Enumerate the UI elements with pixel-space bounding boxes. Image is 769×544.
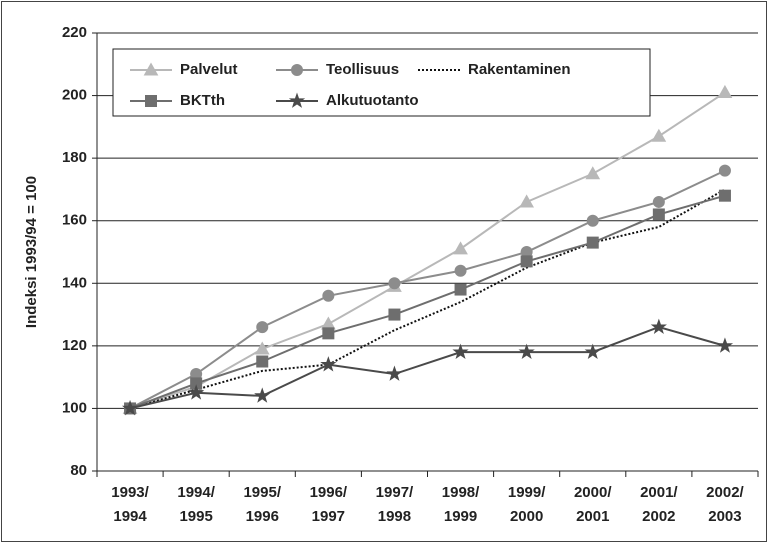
x-tick-label: 2000/2001 xyxy=(574,484,612,525)
x-tick-label: 1995/1996 xyxy=(243,484,281,525)
series-line xyxy=(129,188,726,410)
marker xyxy=(288,92,306,108)
marker xyxy=(520,255,533,268)
series-line xyxy=(129,91,726,410)
marker xyxy=(717,84,733,98)
marker xyxy=(145,95,157,107)
marker xyxy=(651,128,667,142)
marker xyxy=(453,241,468,255)
x-tick-label: 1993/1994 xyxy=(111,484,149,525)
marker xyxy=(652,195,665,208)
marker xyxy=(454,264,467,277)
y-tick-label: 140 xyxy=(62,274,87,291)
marker xyxy=(716,337,734,353)
series-line xyxy=(129,194,726,410)
series-line xyxy=(129,326,726,410)
marker xyxy=(454,283,467,296)
y-tick-label: 200 xyxy=(62,87,87,104)
legend-label: Teollisuus xyxy=(326,61,399,78)
marker xyxy=(388,308,401,321)
marker xyxy=(388,277,401,290)
legend-label: Palvelut xyxy=(180,61,238,78)
marker xyxy=(256,355,269,368)
marker xyxy=(584,343,601,360)
x-tick-label: 1999/2000 xyxy=(508,484,546,525)
marker xyxy=(586,214,599,227)
y-tick-label: 160 xyxy=(62,212,87,229)
x-tick-label: 1996/1997 xyxy=(310,484,348,525)
marker xyxy=(718,164,731,177)
marker xyxy=(452,343,469,360)
y-tick-label: 180 xyxy=(62,149,87,166)
y-tick-label: 100 xyxy=(62,399,87,416)
y-tick-label: 80 xyxy=(70,462,87,479)
marker xyxy=(188,384,205,400)
marker xyxy=(322,289,335,302)
marker xyxy=(652,208,665,221)
y-tick-label: 220 xyxy=(62,24,87,41)
x-tick-label: 2002/2003 xyxy=(706,484,744,525)
series-line xyxy=(129,169,726,410)
marker xyxy=(322,327,335,340)
marker xyxy=(320,356,337,372)
x-tick-label: 1998/1999 xyxy=(442,484,480,525)
marker xyxy=(291,64,303,76)
marker xyxy=(518,343,535,360)
marker xyxy=(718,189,731,202)
marker xyxy=(386,365,403,381)
marker xyxy=(585,166,601,180)
legend-label: Alkutuotanto xyxy=(326,92,418,109)
marker xyxy=(256,321,269,334)
x-tick-label: 1994/1995 xyxy=(177,484,215,525)
x-tick-label: 1997/1998 xyxy=(376,484,414,525)
marker xyxy=(320,316,336,330)
legend-box xyxy=(112,48,651,117)
legend-label: BKTth xyxy=(180,92,225,109)
marker xyxy=(650,318,667,334)
marker xyxy=(254,387,271,403)
marker xyxy=(121,399,139,416)
legend-label: Rakentaminen xyxy=(468,61,571,78)
marker xyxy=(143,62,159,76)
y-axis-label: Indeksi 1993/94 = 100 xyxy=(23,176,40,328)
marker xyxy=(586,236,599,249)
marker xyxy=(254,341,270,355)
y-tick-label: 120 xyxy=(62,337,87,354)
marker xyxy=(519,194,535,208)
x-tick-label: 2001/2002 xyxy=(640,484,678,525)
